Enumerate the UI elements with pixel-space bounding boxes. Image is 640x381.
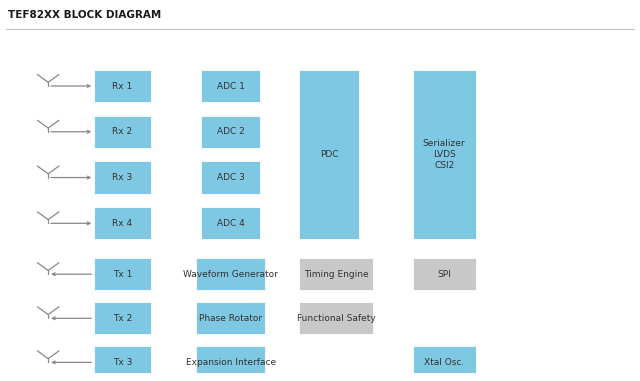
Bar	[201, 207, 260, 239]
Bar	[201, 70, 260, 102]
Bar	[300, 302, 373, 335]
Bar	[94, 70, 150, 102]
Text: ADC 3: ADC 3	[217, 173, 244, 182]
Bar	[300, 70, 359, 239]
Bar	[196, 346, 266, 378]
Bar	[94, 302, 150, 335]
Bar	[94, 207, 150, 239]
Bar	[196, 302, 266, 335]
Text: Expansion Interface: Expansion Interface	[186, 358, 276, 367]
Text: PDC: PDC	[320, 150, 339, 159]
Text: Timing Engine: Timing Engine	[304, 270, 369, 279]
Bar	[201, 162, 260, 194]
Text: Phase Rotator: Phase Rotator	[199, 314, 262, 323]
Bar	[94, 258, 150, 290]
Text: Xtal Osc.: Xtal Osc.	[424, 358, 464, 367]
Text: SPI: SPI	[437, 270, 451, 279]
Bar	[413, 258, 476, 290]
Text: Tx 2: Tx 2	[113, 314, 132, 323]
Bar	[413, 346, 476, 378]
Text: Tx 3: Tx 3	[113, 358, 132, 367]
Text: ADC 2: ADC 2	[217, 127, 244, 136]
Text: Waveform Generator: Waveform Generator	[183, 270, 278, 279]
Text: Rx 3: Rx 3	[112, 173, 132, 182]
Text: Rx 1: Rx 1	[112, 82, 132, 91]
Text: Tx 1: Tx 1	[113, 270, 132, 279]
Bar	[196, 258, 266, 290]
Text: Serializer
LVDS
CSI2: Serializer LVDS CSI2	[423, 139, 465, 170]
Bar	[413, 70, 476, 239]
Bar	[94, 346, 150, 378]
Bar	[300, 258, 373, 290]
Text: Rx 2: Rx 2	[113, 127, 132, 136]
Bar	[201, 116, 260, 148]
Text: TEF82XX BLOCK DIAGRAM: TEF82XX BLOCK DIAGRAM	[8, 10, 161, 19]
Bar	[94, 116, 150, 148]
Bar	[94, 162, 150, 194]
Text: ADC 1: ADC 1	[217, 82, 244, 91]
Text: ADC 4: ADC 4	[217, 219, 244, 228]
Text: Rx 4: Rx 4	[113, 219, 132, 228]
Text: Functional Safety: Functional Safety	[297, 314, 376, 323]
